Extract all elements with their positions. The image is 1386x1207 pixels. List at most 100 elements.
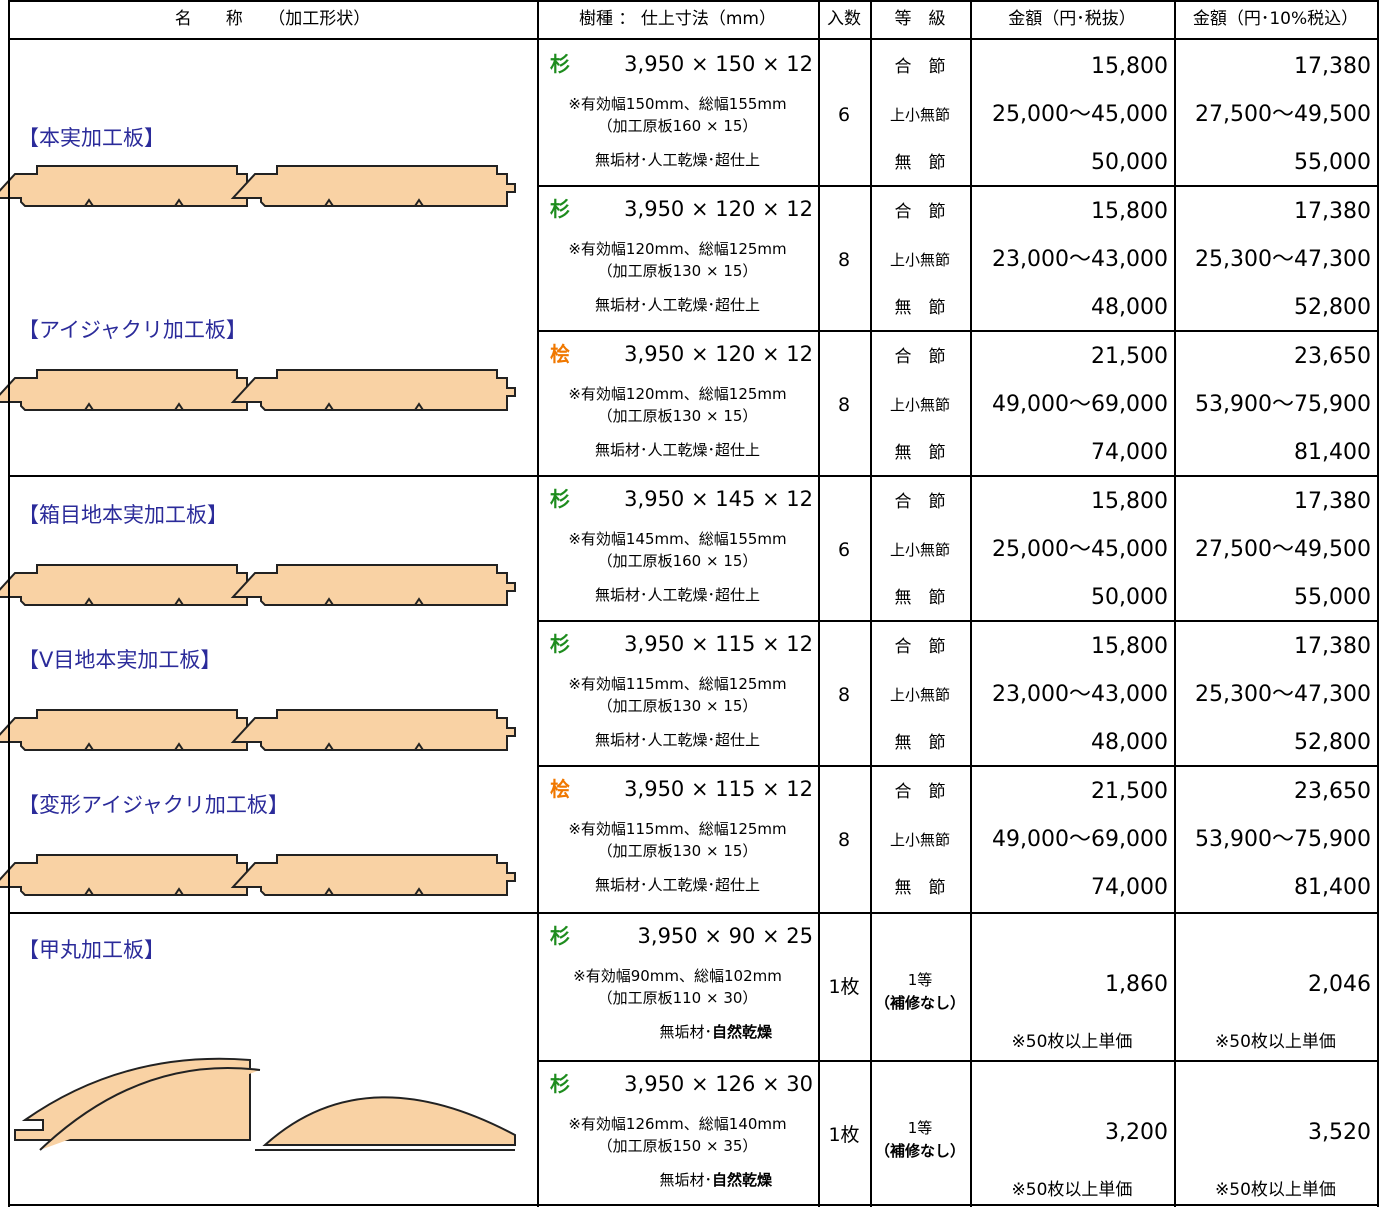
rule [1377,0,1379,1207]
cell-text: ※有効幅120mm、総幅125mm [568,240,787,258]
cell-text: 杉 [550,924,570,948]
cell-text: 3,950 × 150 × 12 [624,52,813,76]
cell-text: 3,520 [1308,1120,1371,1145]
cell-text: 15,800 [1091,199,1168,224]
cell-text: 無 節 [894,153,946,173]
cell-text: 25,300～47,300 [1195,247,1371,272]
cell-text: 杉 [550,197,570,221]
profile [0,564,256,606]
cell-text: ※有効幅120mm、総幅125mm [568,385,787,403]
cell-text: 52,800 [1294,730,1371,755]
cell-text: 無垢材･人工乾燥･超仕上 [594,731,760,749]
cell-text: 8 [837,394,851,416]
cell-text: 3,200 [1105,1120,1168,1145]
cell-text: 25,000～45,000 [992,537,1168,562]
cell-text: （加工原板130 × 15） [597,697,758,715]
cell-text: 杉 [550,632,570,656]
cell-text: ※有効幅90mm、総幅102mm [573,967,782,985]
cell-text: 3,950 × 126 × 30 [624,1072,813,1096]
cell-text: 合 節 [894,492,946,512]
cell-text: 6 [837,104,851,126]
cell-text: 無垢材･ [659,1023,712,1041]
cell-text: ※有効幅115mm、総幅125mm [568,820,787,838]
cell-text: 合 節 [894,782,946,802]
cell-text: 8 [837,684,851,706]
cell-text: 50,000 [1091,585,1168,610]
cell-text: 23,000～43,000 [992,682,1168,707]
cell-text: 無 節 [894,733,946,753]
profile [0,165,256,207]
cell-text: 8 [837,829,851,851]
cell-text: 桧 [550,777,570,801]
cell-text: 25,000～45,000 [992,102,1168,127]
cell-text: ※50枚以上単価 [1215,1180,1336,1200]
cell-text: 55,000 [1294,585,1371,610]
cell-text: 無 節 [894,878,946,898]
cell-text: 2,046 [1308,972,1371,997]
cell-text: 23,650 [1294,779,1371,804]
cell-text: 1等 [907,1119,933,1137]
rule [537,0,539,1207]
cell-text: 23,000～43,000 [992,247,1168,272]
cell-text: （加工原板130 × 15） [597,407,758,425]
cell-text: 8 [837,249,851,271]
cell-text: （加工原板130 × 15） [597,842,758,860]
cell-text: 合 節 [894,202,946,222]
cell-text: 合 節 [894,347,946,367]
cell-text: 50,000 [1091,150,1168,175]
cell-text: （加工原板160 × 15） [597,552,758,570]
cell-text: 上小無節 [889,396,950,414]
cell-text: 無垢材･人工乾燥･超仕上 [594,441,760,459]
cell-text: 3,950 × 90 × 25 [637,924,813,948]
cell-text: 上小無節 [889,541,950,559]
cell-text: 上小無節 [889,251,950,269]
rule [537,1060,1379,1062]
cell-text: ※有効幅145mm、総幅155mm [568,530,787,548]
profile [230,854,516,896]
cell-text: 27,500～49,500 [1195,537,1371,562]
cell-text: 81,400 [1294,440,1371,465]
cell-text: 17,380 [1294,489,1371,514]
cell-text: 49,000～69,000 [992,827,1168,852]
cell-text: 55,000 [1294,150,1371,175]
rule [537,185,1379,187]
cell-text: （補修なし） [874,1142,965,1160]
cell-text: 無 節 [894,588,946,608]
rule [8,912,1379,914]
cell-text: 15,800 [1091,54,1168,79]
cell-text: 3,950 × 115 × 12 [624,777,813,801]
cell-text: 【箱目地本実加工板】 [18,503,228,527]
cell-text: 無垢材･人工乾燥･超仕上 [594,151,760,169]
rule [8,38,1379,40]
profile [14,1057,516,1146]
cell-text: 53,900～75,900 [1195,392,1371,417]
cell-text: 48,000 [1091,730,1168,755]
cell-text: （加工原板150 × 35） [597,1137,758,1155]
cell-text: （加工原板110 × 30） [597,989,758,1007]
profile [39,1066,515,1151]
cell-text: 無垢材･人工乾燥･超仕上 [594,296,760,314]
rule [537,765,1379,767]
cell-text: 入数 [827,9,861,29]
cell-text: （補修なし） [874,994,965,1012]
cell-text: 金額（円･税抜） [1008,9,1136,29]
cell-text: 無 節 [894,443,946,463]
rule [970,0,972,1207]
cell-text: 名 称 （加工形状） [174,9,371,29]
rule [537,620,1379,622]
cell-text: 25,300～47,300 [1195,682,1371,707]
cell-text: 23,650 [1294,344,1371,369]
rule [8,0,1379,2]
rule [818,0,820,1207]
profile [230,369,516,411]
cell-text: 1,860 [1105,972,1168,997]
cell-text: ※50枚以上単価 [1011,1032,1133,1052]
cell-text: 杉 [550,487,570,511]
cell-text: 21,500 [1091,779,1168,804]
rule [8,475,1379,477]
rule [870,0,872,1207]
cell-text: （加工原板160 × 15） [597,117,758,135]
cell-text: 3,950 × 120 × 12 [624,342,813,366]
